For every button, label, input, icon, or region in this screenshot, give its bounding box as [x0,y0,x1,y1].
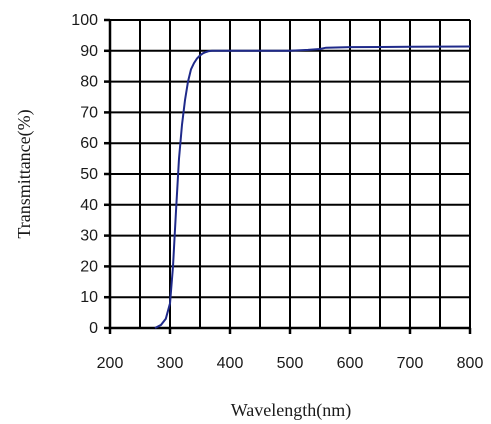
y-tick-label: 30 [80,228,98,245]
grid [110,19,471,328]
y-tick-label: 100 [71,12,98,29]
y-tick-label: 10 [80,289,98,306]
series [154,45,471,329]
x-tick-label: 500 [277,355,304,372]
y-tick-label: 60 [80,135,98,152]
x-tick-label: 200 [97,355,124,372]
x-tick-label: 400 [217,355,244,372]
y-tick-label: 0 [89,320,98,337]
y-tick-label: 20 [80,258,98,275]
y-axis-title: Transmittance(%) [14,109,35,238]
transmittance-series-line [154,45,471,329]
tick-labels: 0 10 20 30 40 50 60 70 80 90 100 200 300 400 500 600 700… [71,12,483,372]
x-tick-label: 700 [397,355,424,372]
y-tick-label: 80 [80,74,98,91]
x-tick-label: 300 [157,355,184,372]
y-tick-label: 40 [80,197,98,214]
axes [104,18,472,334]
x-axis-title: Wavelength(nm) [231,400,352,421]
y-tick-label: 50 [80,166,98,183]
x-tick-label: 600 [337,355,364,372]
y-tick-label: 70 [80,104,98,121]
x-tick-label: 800 [457,355,484,372]
y-tick-label: 90 [80,43,98,60]
